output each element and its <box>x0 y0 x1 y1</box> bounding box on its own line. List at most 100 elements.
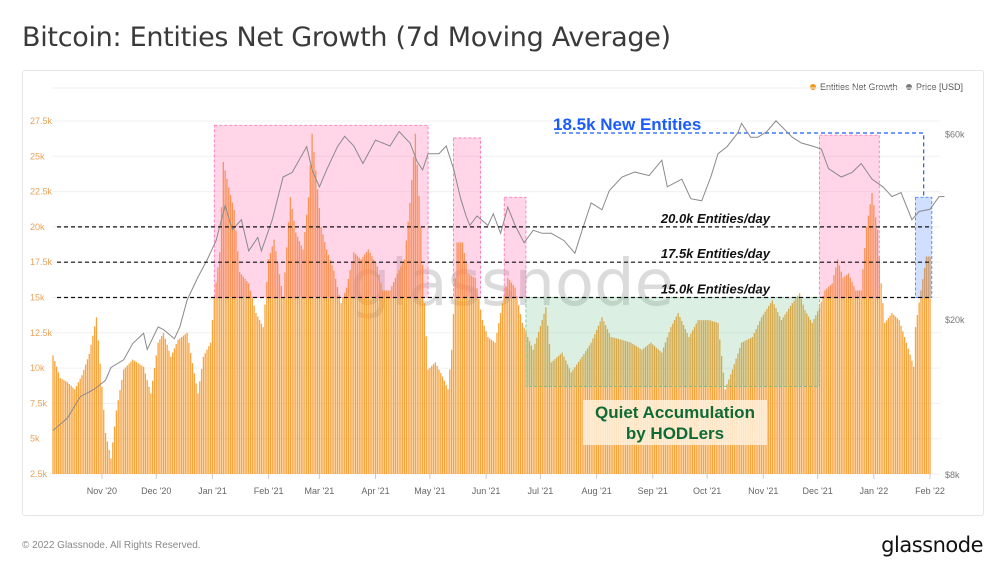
entity-growth-bar <box>768 305 770 474</box>
entity-growth-bar <box>775 308 777 474</box>
entity-growth-bar <box>860 290 862 474</box>
entity-growth-bar <box>325 249 328 474</box>
entity-growth-bar <box>262 327 264 474</box>
entity-growth-bar <box>766 308 768 474</box>
entity-growth-bar <box>548 344 551 474</box>
entity-growth-bar <box>418 195 420 474</box>
entity-growth-bar <box>139 364 141 474</box>
quiet-line-2: by HODLers <box>625 424 725 443</box>
threshold-label: 17.5k Entities/day <box>661 246 771 261</box>
chart-title: Bitcoin: Entities Net Growth (7d Moving … <box>22 22 671 53</box>
entity-growth-bar <box>701 320 703 474</box>
entity-growth-bar <box>543 313 545 474</box>
entity-growth-bar <box>414 133 417 474</box>
entity-growth-bar <box>885 320 888 474</box>
entity-growth-bar <box>204 353 206 474</box>
entity-growth-bar <box>757 325 759 474</box>
entity-growth-bar <box>681 321 683 474</box>
entity-growth-bar <box>521 322 523 474</box>
entity-growth-bar <box>695 323 697 474</box>
entity-growth-bar <box>213 297 215 474</box>
entity-growth-bar <box>389 290 391 474</box>
legend-item-entities[interactable]: Entities Net Growth <box>810 82 898 92</box>
entity-growth-bar <box>842 277 844 474</box>
entity-growth-bar <box>498 322 500 474</box>
entity-growth-bar <box>277 262 279 474</box>
entity-growth-bar <box>432 364 435 474</box>
entity-growth-bar <box>847 273 850 474</box>
entity-growth-bar <box>893 314 895 474</box>
entity-growth-bar <box>123 369 125 474</box>
entity-growth-bar <box>896 318 899 474</box>
entity-growth-bar <box>923 267 926 474</box>
entity-growth-bar <box>244 278 246 474</box>
entity-growth-bar <box>72 387 74 474</box>
entity-growth-bar <box>476 288 478 474</box>
entity-growth-bar <box>891 313 893 474</box>
entity-growth-bar <box>112 442 114 474</box>
entity-growth-bar <box>347 278 350 474</box>
entity-growth-bar <box>820 301 822 474</box>
entity-growth-bar <box>255 313 257 474</box>
entity-growth-bar <box>603 321 605 474</box>
entity-growth-bar <box>789 305 792 474</box>
entity-growth-bar <box>211 320 214 474</box>
entity-growth-bar <box>75 385 78 474</box>
entity-growth-bar <box>271 246 273 474</box>
entity-growth-bar <box>159 339 161 474</box>
entity-growth-bar <box>900 325 902 474</box>
entity-growth-bar <box>278 274 281 474</box>
entity-growth-bar <box>925 256 928 474</box>
entity-growth-bar <box>266 281 268 474</box>
entity-growth-bar <box>309 165 311 474</box>
entity-growth-bar <box>336 286 339 474</box>
entity-growth-bar <box>394 277 397 474</box>
entity-growth-bar <box>179 338 181 474</box>
entity-growth-bar <box>182 335 185 474</box>
entity-growth-bar <box>371 256 373 474</box>
entity-growth-bar <box>144 373 147 474</box>
entity-growth-bar <box>376 266 378 474</box>
entity-growth-bar <box>472 276 475 474</box>
entity-growth-bar <box>354 254 357 474</box>
entity-growth-bar <box>559 354 562 474</box>
entity-growth-bar <box>773 304 775 474</box>
entity-growth-bar <box>108 449 110 474</box>
entity-growth-bar <box>856 290 859 474</box>
entity-growth-bar <box>335 278 337 474</box>
entity-growth-bar <box>836 259 839 474</box>
y-left-tick-label: 20k <box>30 222 45 232</box>
entity-growth-bar <box>233 209 235 474</box>
entity-growth-bar <box>702 320 705 474</box>
entity-growth-bar <box>467 273 469 474</box>
entity-growth-bar <box>197 393 199 474</box>
entity-growth-bar <box>806 313 808 474</box>
entity-growth-bar <box>364 254 366 474</box>
entity-growth-bar <box>403 259 406 474</box>
entity-growth-bar <box>456 242 458 474</box>
entity-growth-bar <box>153 368 156 474</box>
entity-growth-bar <box>547 325 549 474</box>
entity-growth-bar <box>219 252 221 474</box>
entity-growth-bar <box>494 342 496 474</box>
legend-item-price[interactable]: Price [USD] <box>906 82 963 92</box>
entity-growth-bar <box>556 357 558 474</box>
quiet-accumulation-annotation: Quiet Accumulation by HODLers <box>583 400 767 445</box>
entity-growth-bar <box>362 256 364 474</box>
entity-growth-bar <box>311 133 313 474</box>
glassnode-logo[interactable]: glassnode <box>881 533 983 557</box>
entity-growth-bar <box>66 382 69 474</box>
new-entities-annotation: 18.5k New Entities <box>553 115 701 134</box>
quiet-line-1: Quiet Accumulation <box>595 403 755 422</box>
entity-growth-bar <box>914 327 917 474</box>
overbought-highlight-box <box>503 196 527 298</box>
entity-growth-bar <box>307 197 310 475</box>
entity-growth-bar <box>306 214 308 475</box>
entity-growth-bar <box>862 269 864 474</box>
entity-growth-bar <box>405 240 407 474</box>
entity-growth-bar <box>802 304 804 474</box>
entity-growth-bar <box>181 337 183 474</box>
entity-growth-bar <box>811 322 813 474</box>
entity-growth-bar <box>708 320 710 474</box>
entity-growth-bar <box>385 290 388 474</box>
